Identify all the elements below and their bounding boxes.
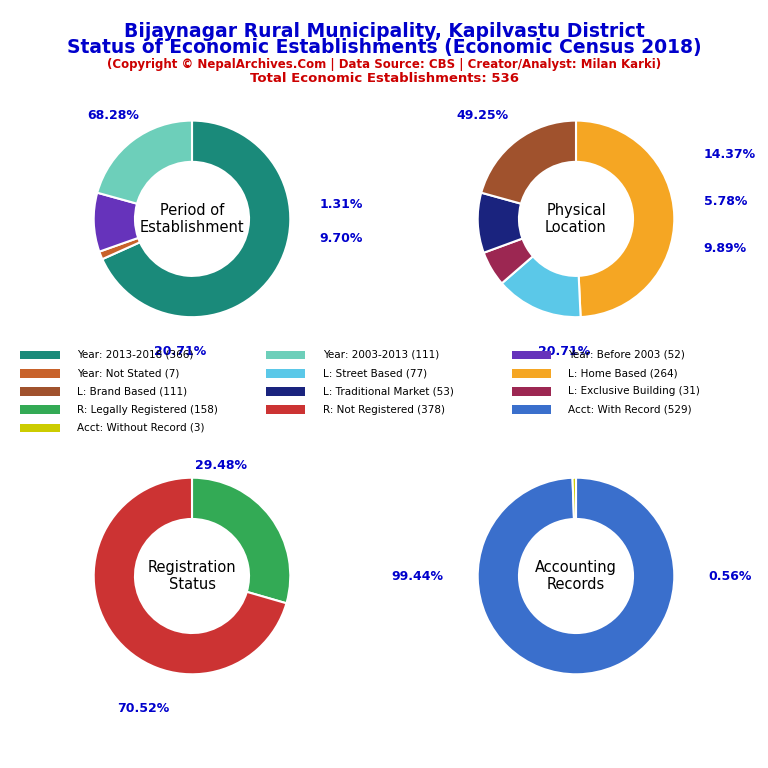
Text: 29.48%: 29.48% <box>196 459 247 472</box>
Text: Registration
Status: Registration Status <box>147 560 237 592</box>
Wedge shape <box>576 121 674 317</box>
Wedge shape <box>98 121 192 204</box>
Text: L: Home Based (264): L: Home Based (264) <box>568 368 678 378</box>
Text: 20.71%: 20.71% <box>154 345 206 358</box>
Text: 20.71%: 20.71% <box>538 345 590 358</box>
Text: 99.44%: 99.44% <box>391 570 443 582</box>
Text: L: Traditional Market (53): L: Traditional Market (53) <box>323 386 453 396</box>
Text: 0.56%: 0.56% <box>709 570 752 582</box>
Wedge shape <box>478 478 674 674</box>
Wedge shape <box>502 257 581 317</box>
Bar <box>266 350 306 359</box>
Wedge shape <box>192 478 290 604</box>
Bar <box>266 387 306 396</box>
Text: R: Legally Registered (158): R: Legally Registered (158) <box>77 405 217 415</box>
Text: Year: Not Stated (7): Year: Not Stated (7) <box>77 368 179 378</box>
Wedge shape <box>94 478 286 674</box>
Bar <box>20 387 60 396</box>
Bar <box>266 369 306 378</box>
Text: 9.89%: 9.89% <box>703 242 747 255</box>
Bar <box>266 406 306 414</box>
Bar <box>511 350 551 359</box>
Text: 68.28%: 68.28% <box>88 109 139 122</box>
Wedge shape <box>482 121 576 204</box>
Text: Acct: With Record (529): Acct: With Record (529) <box>568 405 692 415</box>
Text: Year: Before 2003 (52): Year: Before 2003 (52) <box>568 350 685 360</box>
Text: Year: 2013-2018 (366): Year: 2013-2018 (366) <box>77 350 194 360</box>
Bar <box>511 387 551 396</box>
Text: L: Brand Based (111): L: Brand Based (111) <box>77 386 187 396</box>
Bar <box>20 369 60 378</box>
Text: Physical
Location: Physical Location <box>545 203 607 235</box>
Bar <box>20 406 60 414</box>
Text: 70.52%: 70.52% <box>117 702 169 715</box>
Text: Total Economic Establishments: 536: Total Economic Establishments: 536 <box>250 72 518 85</box>
Text: L: Exclusive Building (31): L: Exclusive Building (31) <box>568 386 700 396</box>
Text: (Copyright © NepalArchives.Com | Data Source: CBS | Creator/Analyst: Milan Karki: (Copyright © NepalArchives.Com | Data So… <box>107 58 661 71</box>
Text: L: Street Based (77): L: Street Based (77) <box>323 368 427 378</box>
Bar <box>511 369 551 378</box>
Wedge shape <box>572 478 576 519</box>
Text: 5.78%: 5.78% <box>703 195 747 208</box>
Wedge shape <box>102 121 290 317</box>
Text: Status of Economic Establishments (Economic Census 2018): Status of Economic Establishments (Econo… <box>67 38 701 58</box>
Text: Accounting
Records: Accounting Records <box>535 560 617 592</box>
Text: Period of
Establishment: Period of Establishment <box>140 203 244 235</box>
Text: 14.37%: 14.37% <box>703 148 756 161</box>
Text: Bijaynagar Rural Municipality, Kapilvastu District: Bijaynagar Rural Municipality, Kapilvast… <box>124 22 644 41</box>
Wedge shape <box>99 238 140 259</box>
Wedge shape <box>478 193 522 253</box>
Bar <box>20 350 60 359</box>
Bar <box>20 424 60 432</box>
Text: 9.70%: 9.70% <box>319 232 363 245</box>
Text: Year: 2003-2013 (111): Year: 2003-2013 (111) <box>323 350 439 360</box>
Wedge shape <box>484 239 533 283</box>
Text: 49.25%: 49.25% <box>456 109 508 122</box>
Text: Acct: Without Record (3): Acct: Without Record (3) <box>77 423 204 433</box>
Wedge shape <box>94 193 138 252</box>
Bar <box>511 406 551 414</box>
Text: R: Not Registered (378): R: Not Registered (378) <box>323 405 445 415</box>
Text: 1.31%: 1.31% <box>319 197 363 210</box>
